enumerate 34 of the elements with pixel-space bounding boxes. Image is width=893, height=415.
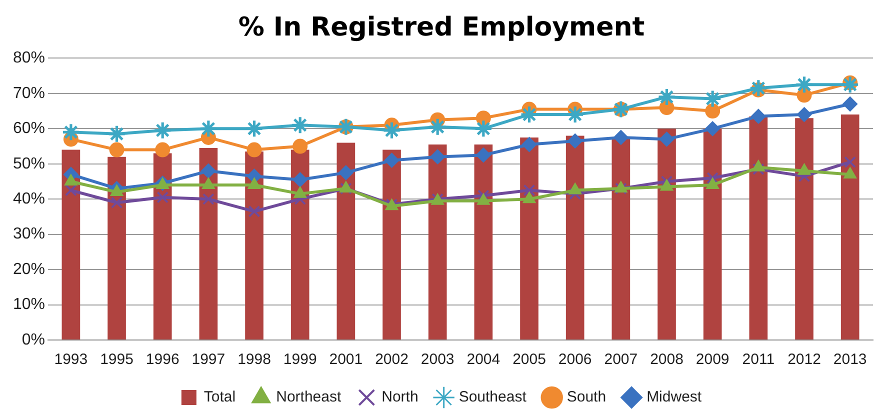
x-tick-label: 1997 bbox=[192, 351, 226, 368]
y-tick-label: 30% bbox=[12, 226, 46, 243]
y-tick-label: 80% bbox=[12, 50, 46, 67]
y-tick-label: 20% bbox=[12, 260, 46, 278]
x-tick-label: 2012 bbox=[788, 351, 821, 368]
y-tick-label: 60% bbox=[12, 120, 46, 138]
x-tick-label: 1993 bbox=[54, 351, 88, 368]
legend-label: South bbox=[566, 388, 606, 406]
y-tick-label: 70% bbox=[12, 84, 46, 102]
legend-label: Midwest bbox=[646, 388, 702, 406]
x-tick-label: 2003 bbox=[420, 351, 454, 368]
legend-label: Southeast bbox=[458, 388, 528, 406]
y-tick-label: 40% bbox=[12, 190, 46, 208]
x-tick-label: 1999 bbox=[283, 351, 317, 368]
legend-label: Total bbox=[204, 388, 236, 406]
x-tick-label: 1995 bbox=[100, 351, 134, 368]
y-tick-label: 10% bbox=[12, 296, 46, 314]
x-tick-label: 2008 bbox=[650, 351, 684, 368]
x-tick-label: 2004 bbox=[466, 351, 500, 368]
x-tick-label: 2002 bbox=[375, 351, 408, 368]
x-tick-label: 2006 bbox=[558, 351, 592, 368]
x-tick-label: 2001 bbox=[329, 351, 363, 368]
x-tick-label: 2007 bbox=[604, 351, 638, 368]
x-tick-label: 1998 bbox=[238, 351, 271, 368]
legend-label: Northeast bbox=[276, 388, 342, 406]
x-tick-label: 2009 bbox=[696, 351, 730, 368]
y-tick-label: 0% bbox=[22, 331, 46, 348]
legend-label: North bbox=[382, 388, 418, 406]
x-tick-label: 2013 bbox=[833, 351, 867, 368]
x-tick-label: 2005 bbox=[512, 351, 546, 368]
y-tick-label: 50% bbox=[12, 155, 46, 172]
x-tick-label: 1996 bbox=[146, 351, 180, 368]
chart-title: % In Registred Employment bbox=[238, 12, 645, 42]
x-tick-label: 2011 bbox=[742, 351, 775, 368]
